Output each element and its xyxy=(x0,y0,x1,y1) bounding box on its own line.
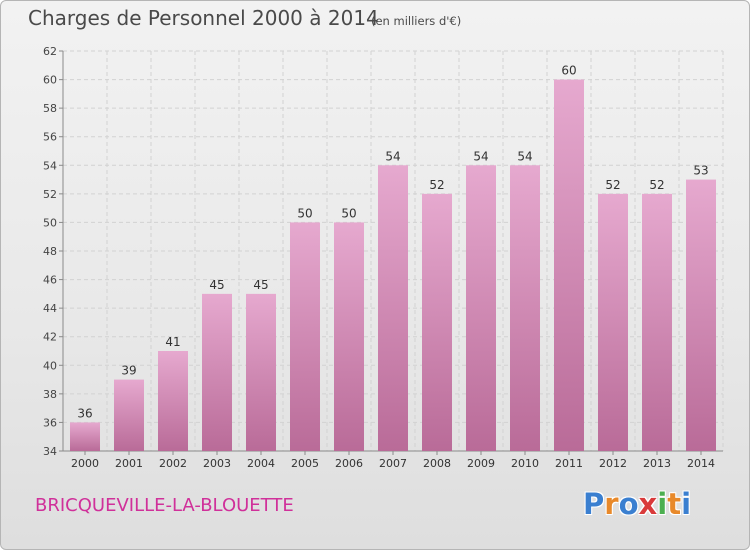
bar xyxy=(246,293,276,451)
bar xyxy=(290,222,320,451)
bar xyxy=(334,222,364,451)
logo-letter: i xyxy=(681,487,692,521)
bar-value-label: 45 xyxy=(253,278,268,292)
x-tick-label: 2003 xyxy=(203,457,231,470)
bar-value-label: 41 xyxy=(165,335,180,349)
x-tick-label: 2011 xyxy=(555,457,583,470)
bar xyxy=(466,165,496,452)
y-tick-label: 44 xyxy=(43,302,57,315)
x-tick-label: 2014 xyxy=(687,457,715,470)
town-name: BRICQUEVILLE-LA-BLOUETTE xyxy=(35,495,294,516)
tick-labels: 34 36 38 40 42 44 46 48 50 52 54 56 58 60 62 2000 2001 20… xyxy=(43,45,715,470)
y-tick-label: 56 xyxy=(43,131,57,144)
data-labels: 36 39 41 45 45 50 50 54 52 54 54 60 52 52 53 xyxy=(77,64,708,421)
chart-title: Charges de Personnel 2000 à 2014 xyxy=(28,6,379,30)
x-tick-label: 2009 xyxy=(467,457,495,470)
x-tick-label: 2005 xyxy=(291,457,319,470)
x-tick-label: 2006 xyxy=(335,457,363,470)
bar xyxy=(554,79,584,452)
bars xyxy=(70,79,716,452)
y-tick-label: 36 xyxy=(43,416,57,429)
chart-subtitle: (en milliers d'€) xyxy=(371,14,462,28)
logo-letter: P xyxy=(583,487,605,521)
bar xyxy=(70,422,100,451)
bar xyxy=(202,293,232,451)
bar-value-label: 60 xyxy=(561,64,576,78)
bar-value-label: 45 xyxy=(209,278,224,292)
x-tick-label: 2001 xyxy=(115,457,143,470)
bar xyxy=(158,351,188,451)
y-tick-label: 48 xyxy=(43,245,57,258)
bar xyxy=(598,193,628,451)
y-tick-label: 52 xyxy=(43,188,57,201)
x-tick-label: 2004 xyxy=(247,457,275,470)
bar-value-label: 54 xyxy=(385,149,400,163)
logo-letter: t xyxy=(667,487,682,521)
logo-letter: x xyxy=(638,487,658,521)
x-tick-label: 2008 xyxy=(423,457,451,470)
y-tick-label: 62 xyxy=(43,45,57,58)
y-tick-label: 58 xyxy=(43,102,57,115)
bar xyxy=(642,193,672,451)
bar-value-label: 52 xyxy=(429,178,444,192)
bar-value-label: 39 xyxy=(121,364,136,378)
bar-value-label: 50 xyxy=(297,206,312,220)
y-tick-label: 46 xyxy=(43,274,57,287)
y-tick-label: 42 xyxy=(43,331,57,344)
bar xyxy=(114,379,144,451)
y-tick-label: 60 xyxy=(43,74,57,87)
y-tick-label: 54 xyxy=(43,159,57,172)
bar xyxy=(510,165,540,452)
bar xyxy=(686,179,716,452)
bar-value-label: 50 xyxy=(341,206,356,220)
x-tick-label: 2013 xyxy=(643,457,671,470)
bar-value-label: 52 xyxy=(605,178,620,192)
y-tick-label: 50 xyxy=(43,216,57,229)
bar-value-label: 52 xyxy=(649,178,664,192)
bar-value-label: 54 xyxy=(473,149,488,163)
bar-value-label: 53 xyxy=(693,164,708,178)
x-tick-label: 2000 xyxy=(71,457,99,470)
logo-letter: i xyxy=(657,487,668,521)
logo-letter: o xyxy=(618,487,639,521)
y-tick-label: 38 xyxy=(43,388,57,401)
logo-letter: r xyxy=(604,487,619,521)
bar xyxy=(378,165,408,452)
x-tick-label: 2007 xyxy=(379,457,407,470)
y-tick-label: 34 xyxy=(43,445,57,458)
bar-value-label: 54 xyxy=(517,149,532,163)
x-tick-label: 2010 xyxy=(511,457,539,470)
bar xyxy=(422,193,452,451)
y-tick-label: 40 xyxy=(43,359,57,372)
proxiti-logo[interactable]: Proxiti xyxy=(583,487,691,521)
x-tick-label: 2002 xyxy=(159,457,187,470)
bar-value-label: 36 xyxy=(77,406,92,420)
x-tick-label: 2012 xyxy=(599,457,627,470)
